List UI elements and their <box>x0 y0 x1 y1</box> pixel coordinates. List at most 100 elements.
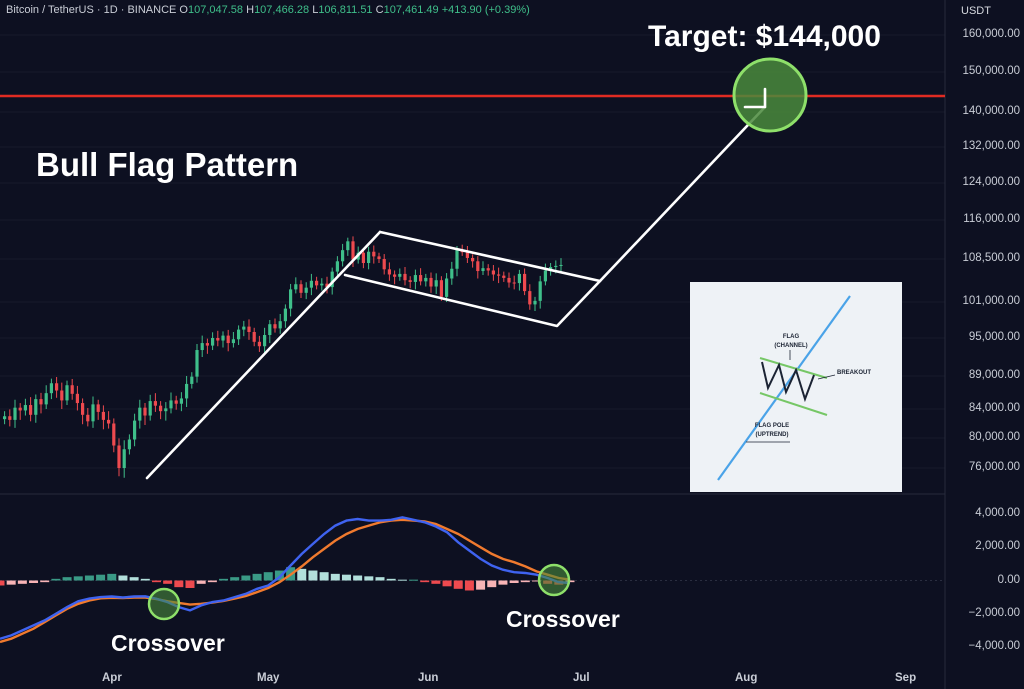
price-tick-label: 150,000.00 <box>962 65 1020 77</box>
candle-body <box>153 401 157 406</box>
candle-body <box>205 343 209 346</box>
price-tick-label: 89,000.00 <box>968 369 1020 381</box>
candle-body <box>133 420 137 440</box>
open-value: 107,047.58 <box>187 4 244 16</box>
candle-body <box>315 280 319 286</box>
macd-histogram-bar <box>241 575 251 581</box>
candle-body <box>387 269 391 275</box>
zigzag-sketch <box>761 361 815 403</box>
price-tick-label: 101,000.00 <box>962 295 1020 307</box>
time-tick-label: Jun <box>418 672 439 684</box>
currency-badge[interactable]: USDT <box>951 0 1024 22</box>
time-tick-label: May <box>257 672 280 684</box>
flag-lower-line <box>343 273 602 328</box>
macd-histogram-bar <box>297 568 307 581</box>
signal-line <box>0 518 571 644</box>
macd-histogram-bar <box>341 574 351 581</box>
macd-line <box>0 516 571 640</box>
macd-tick-label: 0.00 <box>997 573 1020 586</box>
candle-body <box>247 326 251 332</box>
candle-body <box>96 404 100 412</box>
macd-histogram-bar <box>442 580 452 587</box>
macd-histogram-bar <box>509 580 519 583</box>
candle-body <box>471 257 475 262</box>
candle-body <box>533 300 537 305</box>
flag-upper-line <box>378 230 602 283</box>
candle-body <box>216 338 220 341</box>
candle-body <box>465 252 469 258</box>
candle-body <box>231 339 235 344</box>
candle-body <box>294 284 298 290</box>
macd-histogram-bar <box>40 580 50 583</box>
crossover-label-right: Crossover <box>506 606 620 632</box>
candle-body <box>554 265 558 268</box>
macd-histogram-bar <box>219 578 229 581</box>
candle-body <box>450 268 454 279</box>
macd-histogram-bar <box>386 578 396 581</box>
macd-histogram-bar <box>353 575 363 581</box>
crossover-circle-left <box>147 587 181 621</box>
macd-histogram-bar <box>151 580 161 583</box>
candle-body <box>341 250 345 262</box>
crossover-label-left: Crossover <box>111 630 225 656</box>
candle-body <box>320 283 324 286</box>
macd-histogram-bar <box>453 580 463 589</box>
candle-body <box>273 324 277 329</box>
macd-histogram-bar <box>375 577 385 581</box>
candle-body <box>70 385 74 394</box>
candle-body <box>403 273 407 281</box>
macd-histogram-bar <box>17 580 27 584</box>
macd-histogram-bar <box>487 580 497 588</box>
candle-body <box>335 261 339 272</box>
candle-body <box>372 251 376 257</box>
price-tick-label: 84,000.00 <box>968 402 1020 414</box>
price-tick-label: 108,500.00 <box>962 252 1020 264</box>
price-tick-label: 80,000.00 <box>968 431 1020 443</box>
inset-flag-label: FLAG <box>782 334 800 340</box>
candle-body <box>330 271 334 288</box>
symbol-label[interactable]: Bitcoin / TetherUS · 1D · BINANCE <box>6 4 177 16</box>
macd-histogram-bar <box>73 576 83 581</box>
candle-body <box>237 329 241 340</box>
candle-body <box>8 416 12 420</box>
candle-body <box>169 400 173 409</box>
candle-body <box>200 343 204 351</box>
candle-body <box>148 401 152 416</box>
candle-body <box>408 280 412 282</box>
candle-body <box>543 270 547 282</box>
macd-histogram-bar <box>196 580 206 584</box>
macd-tick-label: −4,000.00 <box>968 640 1020 652</box>
candle-body <box>283 308 287 322</box>
macd-histogram-bar <box>107 573 117 581</box>
candle-body <box>289 289 293 309</box>
candle-body <box>185 383 189 399</box>
candle-body <box>523 273 527 292</box>
candle-body <box>190 376 194 384</box>
channel-lower-sketch <box>759 392 828 416</box>
price-tick-label: 124,000.00 <box>962 176 1020 188</box>
breakout-arrow-line <box>598 105 767 283</box>
candle-body <box>268 324 272 335</box>
crossover-circle-right <box>537 563 571 597</box>
change-value: +413.90 (+0.39%) <box>441 4 530 16</box>
candle-body <box>34 399 38 415</box>
target-arrowhead <box>743 87 767 109</box>
macd-histogram-bar <box>476 580 486 590</box>
flag-pattern-lines <box>145 105 767 480</box>
candle-body <box>481 268 485 272</box>
macd-histogram-bar <box>84 575 94 581</box>
flag-pole-line <box>145 230 382 480</box>
time-tick-label: Sep <box>895 672 917 684</box>
inset-uptrend-label: (UPTREND) <box>755 432 789 438</box>
candle-body <box>398 273 402 277</box>
time-tick-label: Jul <box>573 672 590 684</box>
bull-flag-diagram-lines <box>717 295 851 481</box>
macd-histogram-bar <box>409 579 419 581</box>
candle-body <box>252 332 256 342</box>
target-circle <box>732 57 808 133</box>
macd-histogram-bar <box>185 580 195 588</box>
candle-body <box>164 408 168 412</box>
candle-body <box>439 280 443 297</box>
candle-body <box>143 407 147 416</box>
